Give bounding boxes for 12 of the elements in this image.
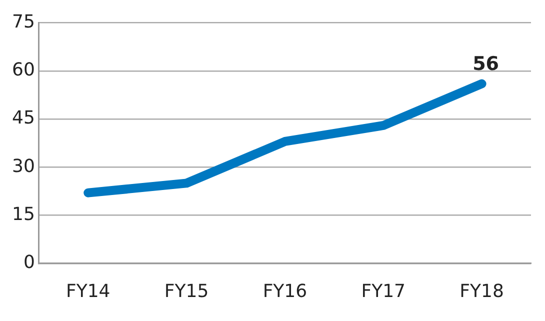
x-tick-label: FY16 xyxy=(262,280,308,302)
y-tick-label: 75 xyxy=(12,11,35,32)
y-tick-label: 0 xyxy=(23,252,35,274)
y-tick-label: 15 xyxy=(12,204,35,225)
x-tick-label: FY14 xyxy=(66,280,110,302)
y-tick-label: 30 xyxy=(12,156,35,177)
y-tick-label: 60 xyxy=(12,60,35,81)
x-tick-label: FY17 xyxy=(361,280,406,302)
x-tick-label: FY18 xyxy=(460,280,504,302)
y-tick-label: 45 xyxy=(12,108,35,129)
data-label: 56 xyxy=(472,53,500,76)
x-tick-label: FY15 xyxy=(164,280,209,302)
